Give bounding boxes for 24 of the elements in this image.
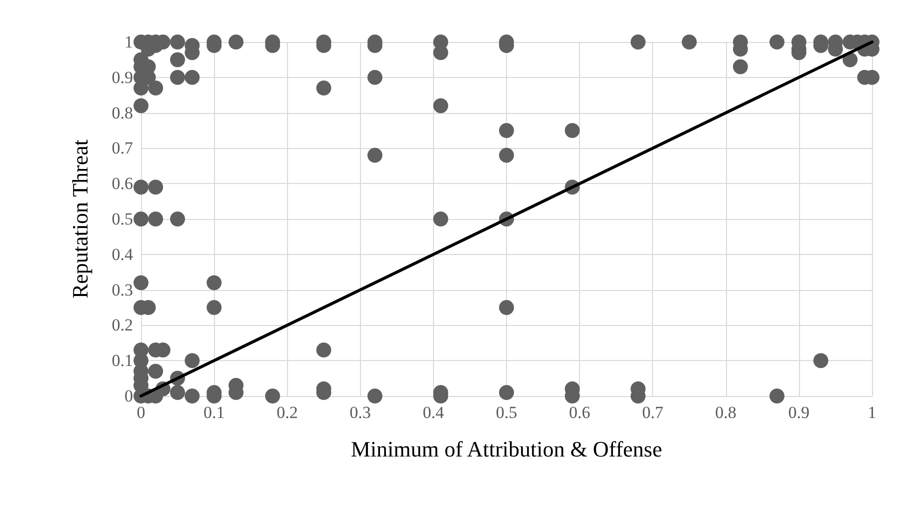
y-tick-label: 0.1 xyxy=(112,351,133,370)
x-tick-label: 0.5 xyxy=(496,403,518,422)
x-tick-label: 0.3 xyxy=(350,403,371,422)
y-tick-label: 0.3 xyxy=(112,280,133,300)
x-tick-label: 0.2 xyxy=(276,403,298,422)
x-tick-label: 0.1 xyxy=(203,403,225,422)
y-tick-label: 0.4 xyxy=(112,244,134,264)
x-tick-label: 0.6 xyxy=(568,403,590,422)
x-tick-label: 0.8 xyxy=(715,403,736,422)
y-tick-label: 0.7 xyxy=(112,138,134,158)
y-tick-label: 0.8 xyxy=(112,103,133,122)
y-axis-title: Reputation Threat xyxy=(68,139,92,299)
y-tick-label: 0.6 xyxy=(112,174,133,194)
y-tick-label: 0.2 xyxy=(112,316,133,335)
x-tick-label: 0.7 xyxy=(642,403,664,422)
x-tick-label: 0.9 xyxy=(788,403,810,422)
x-tick-label: 0.4 xyxy=(422,403,445,422)
y-tick-label: 0.5 xyxy=(112,210,133,228)
y-tick-label: 1 xyxy=(124,32,133,52)
x-axis-title: Minimum of Attribution & Offense xyxy=(350,436,662,462)
y-tick-label: 0.9 xyxy=(112,68,133,87)
y-tick-label: 0 xyxy=(124,386,133,406)
x-tick-label: 1 xyxy=(868,403,876,422)
x-tick-label: 0 xyxy=(136,403,146,422)
